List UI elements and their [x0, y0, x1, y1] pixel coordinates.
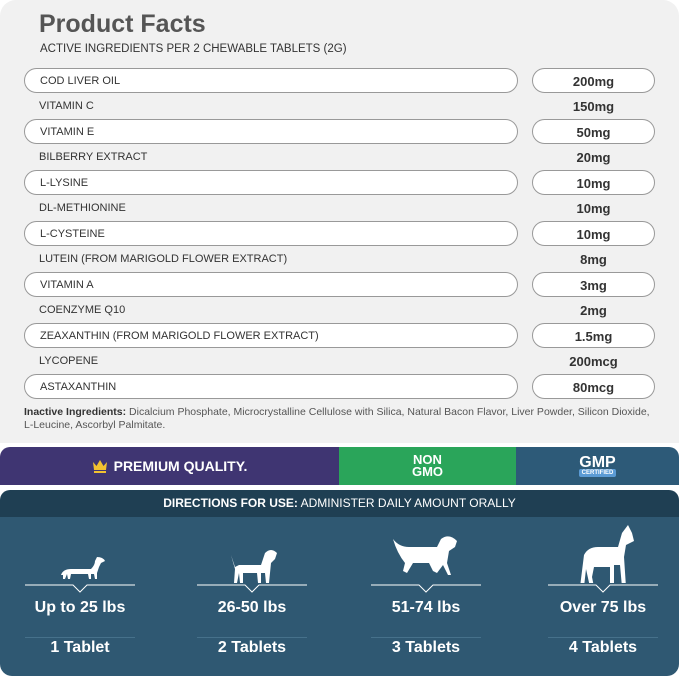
weight-range: 26-50 lbs [217, 599, 287, 616]
ingredient-name: VITAMIN A [24, 272, 518, 297]
directions-header: DIRECTIONS FOR USE: ADMINISTER DAILY AMO… [0, 490, 679, 517]
ingredient-name: L-CYSTEINE [24, 221, 518, 246]
dosage-column: 51-74 lbs 3 Tablets [371, 517, 481, 676]
premium-label: PREMIUM QUALITY. [113, 458, 248, 474]
boxer-icon [580, 525, 634, 583]
tablet-count: 2 Tablets [217, 639, 287, 656]
divider-chevron [197, 584, 307, 593]
gmp-badge: GMP CERTIFIED [516, 447, 679, 485]
divider [371, 637, 481, 638]
ingredient-amount: 1.5mg [532, 323, 655, 348]
gmp-label: GMP [579, 453, 616, 471]
ingredient-name: LUTEIN (FROM MARIGOLD FLOWER EXTRACT) [39, 252, 288, 265]
ingredient-amount: 50mg [532, 119, 655, 144]
divider [197, 637, 307, 638]
dosage-column: 26-50 lbs 2 Tablets [197, 517, 307, 676]
ingredient-row: VITAMIN A 3mg [24, 272, 655, 297]
product-facts-panel: Product Facts ACTIVE INGREDIENTS PER 2 C… [0, 0, 679, 443]
ingredient-amount: 80mcg [532, 374, 655, 399]
ingredient-row: COENZYME Q10 2mg [24, 298, 655, 323]
ingredient-row: LUTEIN (FROM MARIGOLD FLOWER EXTRACT) 8mg [24, 247, 655, 272]
ingredient-name: VITAMIN C [39, 99, 94, 112]
divider-chevron [371, 584, 481, 593]
non-gmo-badge: NON GMO [339, 447, 516, 485]
weight-range: Up to 25 lbs [34, 599, 126, 616]
divider [25, 637, 135, 638]
weight-range: Over 75 lbs [559, 599, 647, 616]
divider [548, 637, 658, 638]
ingredient-name: COD LIVER OIL [24, 68, 518, 93]
ingredient-row: BILBERRY EXTRACT 20mg [24, 145, 655, 170]
ingredient-amount: 150mg [572, 98, 615, 114]
directions-label: DIRECTIONS FOR USE: [163, 496, 298, 510]
dachshund-icon [61, 557, 105, 579]
ingredient-row: LYCOPENE 200mcg [24, 349, 655, 374]
divider-chevron [25, 584, 135, 593]
dosage-section: Up to 25 lbs 1 Tablet 26-50 lbs 2 Tablet… [0, 517, 679, 676]
tablet-count: 3 Tablets [391, 639, 461, 656]
inactive-label: Inactive Ingredients: [24, 406, 127, 418]
ingredient-row: COD LIVER OIL 200mg [24, 68, 655, 93]
crown-icon [92, 459, 107, 473]
tablet-count: 1 Tablet [50, 639, 110, 656]
ingredient-amount: 8mg [580, 251, 607, 267]
ingredient-row: VITAMIN C 150mg [24, 94, 655, 119]
ingredient-amount: 2mg [580, 302, 607, 318]
tablet-count: 4 Tablets [568, 639, 638, 656]
ingredient-row: DL-METHIONINE 10mg [24, 196, 655, 221]
ingredient-amount: 200mcg [569, 353, 618, 369]
ingredient-amount: 200mg [532, 68, 655, 93]
gmo-label: GMO [411, 464, 444, 479]
retriever-icon [393, 536, 457, 575]
ingredient-name: LYCOPENE [39, 354, 99, 367]
dosage-column: Up to 25 lbs 1 Tablet [25, 517, 135, 676]
dosage-column: Over 75 lbs 4 Tablets [548, 517, 658, 676]
ingredient-row: L-CYSTEINE 10mg [24, 221, 655, 246]
weight-range: 51-74 lbs [391, 599, 461, 616]
ingredient-amount: 20mg [576, 149, 611, 165]
page-title: Product Facts [39, 10, 206, 38]
inactive-text: Dicalcium Phosphate, Microcrystalline Ce… [24, 406, 650, 431]
ingredient-name: COENZYME Q10 [39, 303, 126, 316]
ingredient-row: ASTAXANTHIN 80mcg [24, 374, 655, 399]
ingredient-row: VITAMIN E 50mg [24, 119, 655, 144]
ingredient-row: ZEAXANTHIN (FROM MARIGOLD FLOWER EXTRACT… [24, 323, 655, 348]
ingredient-amount: 10mg [532, 221, 655, 246]
certified-label: CERTIFIED [578, 468, 617, 477]
directions-text: ADMINISTER DAILY AMOUNT ORALLY [297, 496, 516, 510]
ingredient-name: DL-METHIONINE [39, 201, 126, 214]
ingredient-amount: 10mg [532, 170, 655, 195]
subtitle: ACTIVE INGREDIENTS PER 2 CHEWABLE TABLET… [40, 43, 347, 55]
ingredient-name: VITAMIN E [24, 119, 518, 144]
ingredient-amount: 3mg [532, 272, 655, 297]
ingredient-name: ZEAXANTHIN (FROM MARIGOLD FLOWER EXTRACT… [24, 323, 518, 348]
ingredient-row: L-LYSINE 10mg [24, 170, 655, 195]
inactive-ingredients: Inactive Ingredients: Dicalcium Phosphat… [24, 406, 654, 432]
divider-chevron [548, 584, 658, 593]
non-label: NON [413, 452, 442, 467]
ingredient-name: BILBERRY EXTRACT [39, 150, 148, 163]
ingredient-name: L-LYSINE [24, 170, 518, 195]
small-dog-icon [231, 550, 277, 583]
ingredient-amount: 10mg [576, 200, 611, 216]
ingredient-name: ASTAXANTHIN [24, 374, 518, 399]
premium-quality-badge: PREMIUM QUALITY. [0, 447, 339, 485]
